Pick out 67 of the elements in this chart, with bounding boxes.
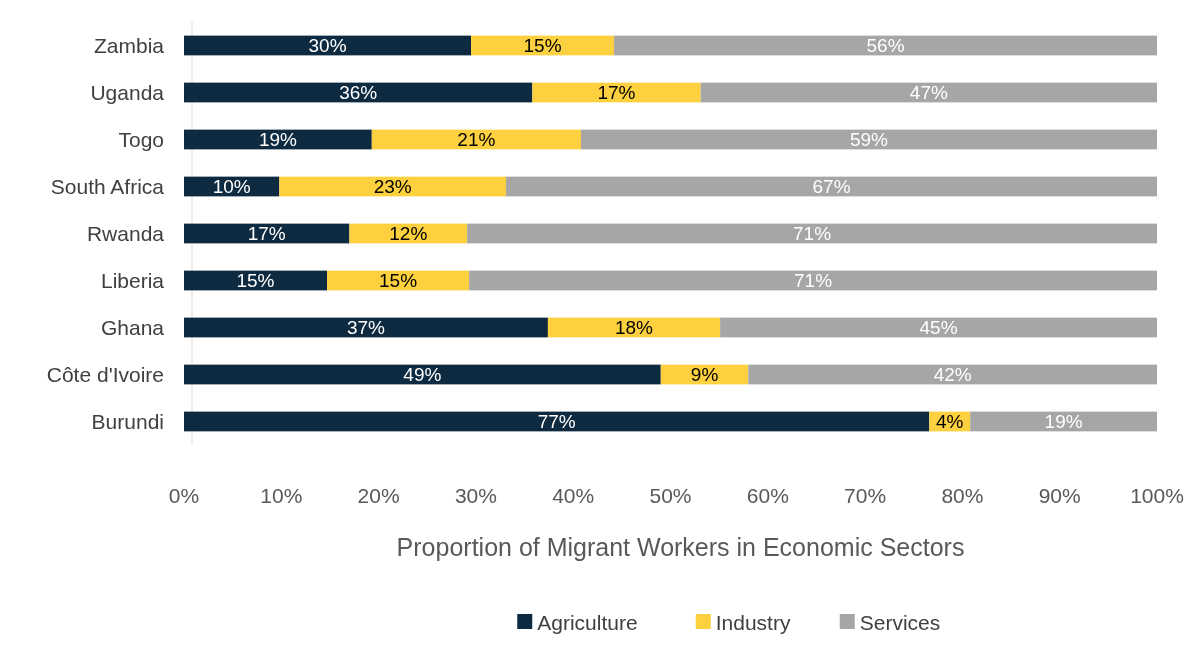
data-label: 49% xyxy=(403,364,442,386)
x-tick-label: 80% xyxy=(941,484,984,507)
data-label: 59% xyxy=(849,129,889,151)
legend-label: Services xyxy=(859,611,941,635)
x-tick-label: 10% xyxy=(260,484,303,507)
x-tick-label: 60% xyxy=(746,484,789,507)
y-tick-label: South Africa xyxy=(50,174,165,198)
data-label: 17% xyxy=(597,82,636,104)
data-label: 10% xyxy=(212,176,251,198)
bar xyxy=(371,129,581,150)
bar xyxy=(700,82,1157,103)
x-tick-label: 50% xyxy=(649,484,692,507)
data-label: 42% xyxy=(933,364,972,386)
y-tick-label: Zambia xyxy=(93,33,165,57)
data-label: 45% xyxy=(919,317,958,339)
y-tick-label: Uganda xyxy=(90,80,165,104)
bar xyxy=(184,364,661,385)
y-tick-label: Liberia xyxy=(100,268,165,292)
data-label: 71% xyxy=(793,223,832,245)
data-label: 12% xyxy=(389,223,428,245)
data-label: 17% xyxy=(247,223,286,245)
bar xyxy=(469,270,1157,291)
bar xyxy=(506,176,1157,197)
bar xyxy=(467,223,1157,244)
x-tick-label: 70% xyxy=(844,484,887,507)
bar xyxy=(184,35,472,56)
y-tick-label: Ghana xyxy=(100,315,165,339)
x-tick-label: 100% xyxy=(1130,484,1184,507)
y-tick-label: Côte d'Ivoire xyxy=(46,362,164,386)
y-tick-label: Rwanda xyxy=(86,221,165,245)
bar xyxy=(580,129,1157,150)
data-label: 21% xyxy=(457,129,496,151)
bar xyxy=(279,176,507,197)
data-label: 71% xyxy=(794,270,833,292)
data-label: 67% xyxy=(812,176,851,198)
data-label: 19% xyxy=(1044,411,1083,433)
data-label: 15% xyxy=(379,270,418,292)
data-label: 9% xyxy=(690,364,719,386)
bar xyxy=(720,317,1157,338)
legend-label: Industry xyxy=(715,611,791,635)
bar xyxy=(748,364,1157,385)
x-tick-label: 90% xyxy=(1038,484,1081,507)
data-label: 30% xyxy=(308,35,347,57)
x-tick-label: 20% xyxy=(357,484,400,507)
data-label: 15% xyxy=(523,35,562,57)
bar xyxy=(184,317,548,338)
x-tick-label: 40% xyxy=(552,484,595,507)
bar xyxy=(614,35,1157,56)
data-label: 47% xyxy=(909,82,948,104)
y-tick-label: Togo xyxy=(118,127,164,151)
data-label: 77% xyxy=(537,411,576,433)
bar xyxy=(184,82,533,103)
data-label: 18% xyxy=(615,317,654,339)
bar xyxy=(532,82,701,103)
x-tick-label: 0% xyxy=(168,484,200,507)
data-label: 56% xyxy=(866,35,905,57)
data-label: 23% xyxy=(373,176,412,198)
data-label: 19% xyxy=(258,129,298,151)
x-axis-title: Proportion of Migrant Workers in Economic Sectors xyxy=(396,533,965,561)
y-tick-label: Burundi xyxy=(91,409,164,433)
data-label: 15% xyxy=(236,270,275,292)
x-tick-label: 30% xyxy=(454,484,497,507)
data-label: 4% xyxy=(936,411,964,433)
data-label: 37% xyxy=(346,317,386,339)
legend-label: Agriculture xyxy=(537,611,638,635)
bar xyxy=(184,411,930,432)
data-label: 36% xyxy=(339,82,378,104)
